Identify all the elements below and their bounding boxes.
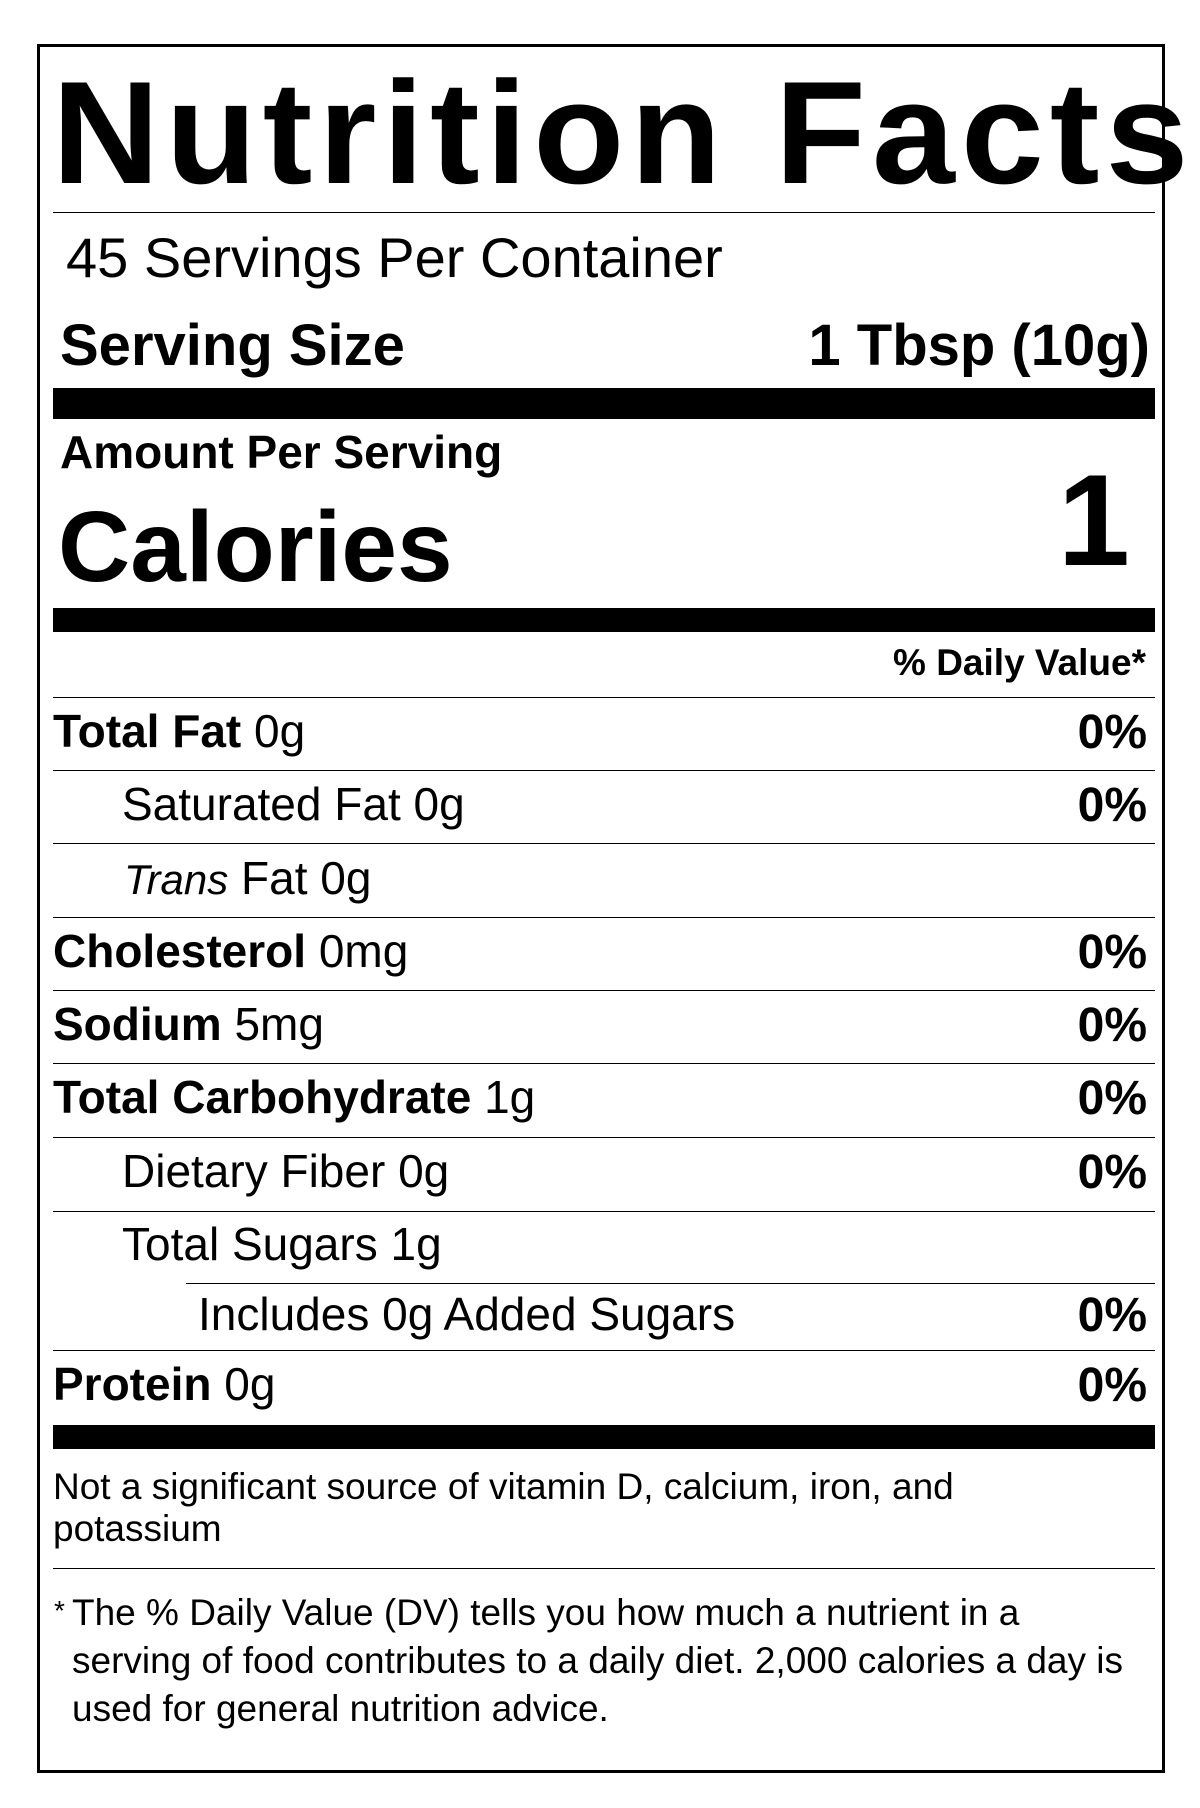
nutrient-name: Total Fat xyxy=(53,705,242,757)
nutrient-dv: 0% xyxy=(1077,1072,1147,1125)
divider xyxy=(53,1568,1155,1569)
nutrient-row-saturated-fat: Saturated Fat 0g 0% xyxy=(53,774,1153,834)
footnote-vitamins: Not a significant source of vitamin D, c… xyxy=(53,1466,954,1549)
nutrient-name-suffix: Fat xyxy=(241,852,308,904)
divider xyxy=(186,1283,1155,1284)
nutrient-amount: 0mg xyxy=(318,925,409,977)
nutrient-amount: 0g xyxy=(398,1145,450,1197)
divider xyxy=(53,212,1155,213)
nutrient-amount: 1g xyxy=(390,1218,442,1270)
nutrient-dv: 0% xyxy=(1077,1146,1147,1199)
calories-value: 1 xyxy=(1057,447,1130,593)
nutrient-name: Trans xyxy=(124,856,229,903)
nutrient-name: Protein xyxy=(53,1358,212,1410)
nutrient-row-sodium: Sodium 5mg 0% xyxy=(53,994,1153,1054)
nutrient-amount: 0g xyxy=(320,852,372,904)
divider xyxy=(53,1137,1155,1138)
nutrient-row-total-fat: Total Fat 0g 0% xyxy=(53,701,1153,761)
divider xyxy=(53,697,1155,698)
serving-size-value: 1 Tbsp (10g) xyxy=(808,313,1150,378)
divider xyxy=(53,843,1155,844)
amount-per-serving: Amount Per Serving xyxy=(60,426,503,478)
nutrient-name: Total Carbohydrate xyxy=(53,1071,472,1123)
footnote-asterisk: * xyxy=(54,1595,65,1626)
nutrient-name: Total Sugars xyxy=(122,1218,378,1270)
nutrient-row-dietary-fiber: Dietary Fiber 0g 0% xyxy=(53,1141,1153,1201)
nutrient-amount: 5mg xyxy=(234,998,324,1050)
label-border xyxy=(37,44,1165,1773)
nutrient-name: Saturated Fat xyxy=(122,778,401,830)
nutrient-dv: 0% xyxy=(1077,999,1147,1052)
nutrient-row-added-sugars: Includes 0g Added Sugars 0% xyxy=(53,1284,1153,1344)
servings-per-container: 45 Servings Per Container xyxy=(66,226,723,289)
nutrient-row-cholesterol: Cholesterol 0mg 0% xyxy=(53,921,1153,981)
divider xyxy=(53,770,1155,771)
nutrient-name: Sodium xyxy=(53,998,222,1050)
nutrient-dv: 0% xyxy=(1077,1359,1147,1412)
nutrient-amount: 1g xyxy=(484,1071,536,1123)
nutrient-name: Cholesterol xyxy=(53,925,307,977)
nutrient-row-total-carbohydrate: Total Carbohydrate 1g 0% xyxy=(53,1067,1153,1127)
nutrient-dv: 0% xyxy=(1077,706,1147,759)
nutrient-dv: 0% xyxy=(1077,779,1147,832)
thick-divider xyxy=(53,608,1155,632)
nutrient-row-trans-fat: Trans Fat 0g xyxy=(53,848,1153,908)
thick-divider xyxy=(53,388,1155,419)
nutrient-amount: 0g xyxy=(224,1358,276,1410)
daily-value-header: % Daily Value* xyxy=(893,642,1146,683)
label-title: Nutrition Facts xyxy=(52,51,1195,214)
thick-divider xyxy=(53,1425,1155,1449)
nutrient-name: Includes 0g Added Sugars xyxy=(198,1288,736,1340)
divider xyxy=(53,990,1155,991)
divider xyxy=(53,1211,1155,1212)
calories-label: Calories xyxy=(58,491,453,603)
nutrient-dv: 0% xyxy=(1077,926,1147,979)
divider xyxy=(53,917,1155,918)
footnote-daily-value: The % Daily Value (DV) tells you how muc… xyxy=(72,1592,1123,1729)
nutrient-row-total-sugars: Total Sugars 1g xyxy=(53,1214,1153,1274)
nutrient-dv: 0% xyxy=(1077,1289,1147,1342)
nutrient-row-protein: Protein 0g 0% xyxy=(53,1354,1153,1414)
nutrient-amount: 0g xyxy=(413,778,465,830)
serving-size-label: Serving Size xyxy=(60,313,405,378)
divider xyxy=(53,1063,1155,1064)
divider xyxy=(53,1350,1155,1351)
nutrient-amount: 0g xyxy=(254,705,306,757)
nutrient-name: Dietary Fiber xyxy=(122,1145,386,1197)
